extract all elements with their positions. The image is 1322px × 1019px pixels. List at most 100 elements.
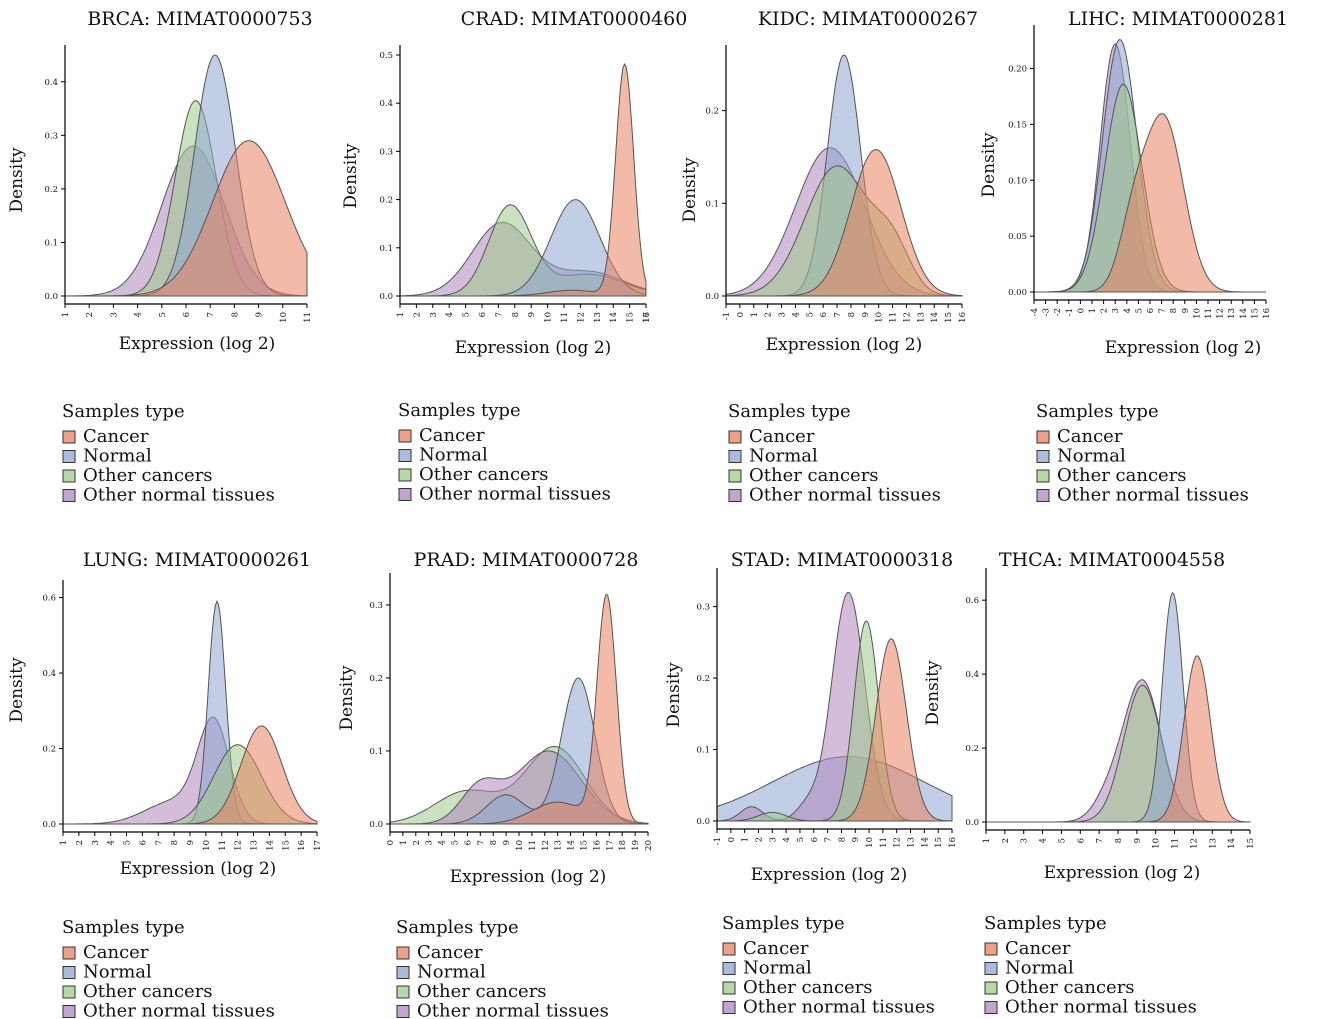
x-tick-label: 12 xyxy=(541,840,551,851)
legend-label: Other cancers xyxy=(749,465,879,486)
legend-swatch-normal xyxy=(728,450,742,463)
x-tick-label: 5 xyxy=(451,840,461,845)
density-area-cancer xyxy=(717,638,953,822)
y-tick-label: 0.0 xyxy=(44,292,58,302)
legend-swatch-other-cancers xyxy=(398,468,412,482)
x-tick-label: 15 xyxy=(934,837,944,848)
x-tick-label: -1 xyxy=(722,312,732,320)
x-tick-label: 5 xyxy=(123,840,133,845)
x-tick-label: 8 xyxy=(1169,308,1179,313)
legend-swatch-other-cancers xyxy=(984,981,998,995)
x-tick-label: 11 xyxy=(560,312,570,323)
x-tick-label: 0 xyxy=(386,840,396,845)
x-tick-label: 1 xyxy=(741,837,751,842)
x-tick-label: -2 xyxy=(1053,308,1063,316)
x-tick-label: 4 xyxy=(445,312,455,317)
x-tick-label: -1 xyxy=(713,837,723,845)
legend-label: Other cancers xyxy=(83,465,213,486)
legend-swatch-other-normal-tissues xyxy=(728,489,742,502)
chart-title: PRAD: MIMAT0000728 xyxy=(414,549,639,571)
legend-label: Other normal tissues xyxy=(743,997,935,1018)
chart-title: STAD: MIMAT0000318 xyxy=(731,549,953,571)
x-axis-label: Expression (log 2) xyxy=(119,334,276,354)
x-tick-label: -1 xyxy=(1065,308,1075,316)
x-tick-label: 11 xyxy=(1171,838,1181,849)
x-tick-label: 4 xyxy=(1123,308,1133,313)
x-tick-label: 13 xyxy=(1208,838,1218,849)
chart-title: THCA: MIMAT0004558 xyxy=(999,549,1225,571)
y-tick-label: 0.3 xyxy=(369,601,383,611)
x-tick-label: -4 xyxy=(1030,308,1040,316)
y-tick-label: 0.2 xyxy=(379,196,393,206)
x-tick-label: 15 xyxy=(580,840,590,851)
x-tick-label: 5 xyxy=(158,312,168,317)
x-tick-label: 0 xyxy=(1076,308,1086,313)
x-tick-label: 9 xyxy=(851,837,861,842)
x-tick-label: 10 xyxy=(1192,308,1202,319)
x-tick-label: 7 xyxy=(1095,838,1105,843)
x-tick-label: 14 xyxy=(1239,308,1249,319)
x-tick-label: 7 xyxy=(476,840,486,845)
y-tick-label: 0.2 xyxy=(42,745,56,755)
legend-label: Normal xyxy=(83,962,152,983)
chart-panel-1: BRCA: MIMAT0000753 0.0 0.1 0.2 0.3 0.4 1 2 3 4 5 6 7… xyxy=(7,8,313,506)
x-tick-label: 1 xyxy=(61,312,71,317)
x-tick-label: 20 xyxy=(644,840,654,851)
x-tick-label: 6 xyxy=(810,837,820,842)
y-tick-label: 0.15 xyxy=(1008,120,1027,130)
x-tick-label: 12 xyxy=(893,837,903,848)
y-tick-label: 0.0 xyxy=(705,292,719,302)
x-tick-label: 7 xyxy=(206,312,216,317)
density-area-cancer xyxy=(63,725,318,825)
y-tick-label: 0.2 xyxy=(965,744,979,754)
x-tick-label: 1 xyxy=(399,840,409,845)
x-tick-label: 4 xyxy=(1039,838,1049,843)
y-tick-label: 0.2 xyxy=(705,107,719,117)
x-tick-label: 8 xyxy=(511,312,521,317)
x-tick-label: 15 xyxy=(944,312,954,323)
x-tick-label: 3 xyxy=(1020,838,1030,843)
x-tick-label: 9 xyxy=(861,312,871,317)
x-tick-label: 16 xyxy=(297,840,307,851)
legend-label: Other cancers xyxy=(1005,977,1135,998)
y-tick-label: 0.0 xyxy=(696,817,710,827)
legend-label: Other normal tissues xyxy=(417,1001,609,1019)
legend-label: Cancer xyxy=(1057,426,1123,447)
x-tick-label: 9 xyxy=(527,312,537,317)
y-tick-label: 0.10 xyxy=(1008,176,1027,186)
density-area-cancer xyxy=(986,654,1251,823)
legend-label: Other cancers xyxy=(1057,465,1187,486)
chart-title: LIHC: MIMAT0000281 xyxy=(1068,8,1288,30)
y-tick-label: 0.0 xyxy=(379,292,393,302)
x-axis-label: Expression (log 2) xyxy=(1105,338,1262,358)
chart-title: LUNG: MIMAT0000261 xyxy=(83,549,311,571)
legend-swatch-other-cancers xyxy=(722,981,736,995)
legend-label: Other cancers xyxy=(417,981,547,1002)
x-tick-label: 14 xyxy=(930,312,940,323)
legend-label: Other normal tissues xyxy=(83,1001,275,1019)
legend-swatch-normal xyxy=(62,966,76,979)
density-area-cancer xyxy=(390,593,649,825)
x-tick-label: 6 xyxy=(182,312,192,317)
legend-swatch-other-cancers xyxy=(1036,469,1050,483)
legend-swatch-other-normal-tissues xyxy=(722,1001,736,1014)
y-tick-label: 0.1 xyxy=(369,747,383,757)
legend-label: Cancer xyxy=(83,426,149,447)
legend-swatch-other-normal-tissues xyxy=(398,488,412,501)
legend-swatch-normal xyxy=(396,966,410,979)
x-tick-label: 12 xyxy=(902,312,912,323)
legend-swatch-cancer xyxy=(398,429,412,443)
legend-title: Samples type xyxy=(984,913,1107,934)
x-tick-label: 15 xyxy=(626,312,636,323)
y-tick-label: 0.4 xyxy=(965,670,979,680)
x-tick-label: 3 xyxy=(768,837,778,842)
legend-swatch-other-normal-tissues xyxy=(62,489,76,502)
legend-label: Other cancers xyxy=(743,977,873,998)
x-tick-label: 11 xyxy=(303,312,313,323)
x-tick-label: 14 xyxy=(609,312,619,323)
x-tick-label: 9 xyxy=(186,840,196,845)
x-tick-label: 6 xyxy=(138,840,148,845)
legend-label: Normal xyxy=(1005,958,1074,979)
